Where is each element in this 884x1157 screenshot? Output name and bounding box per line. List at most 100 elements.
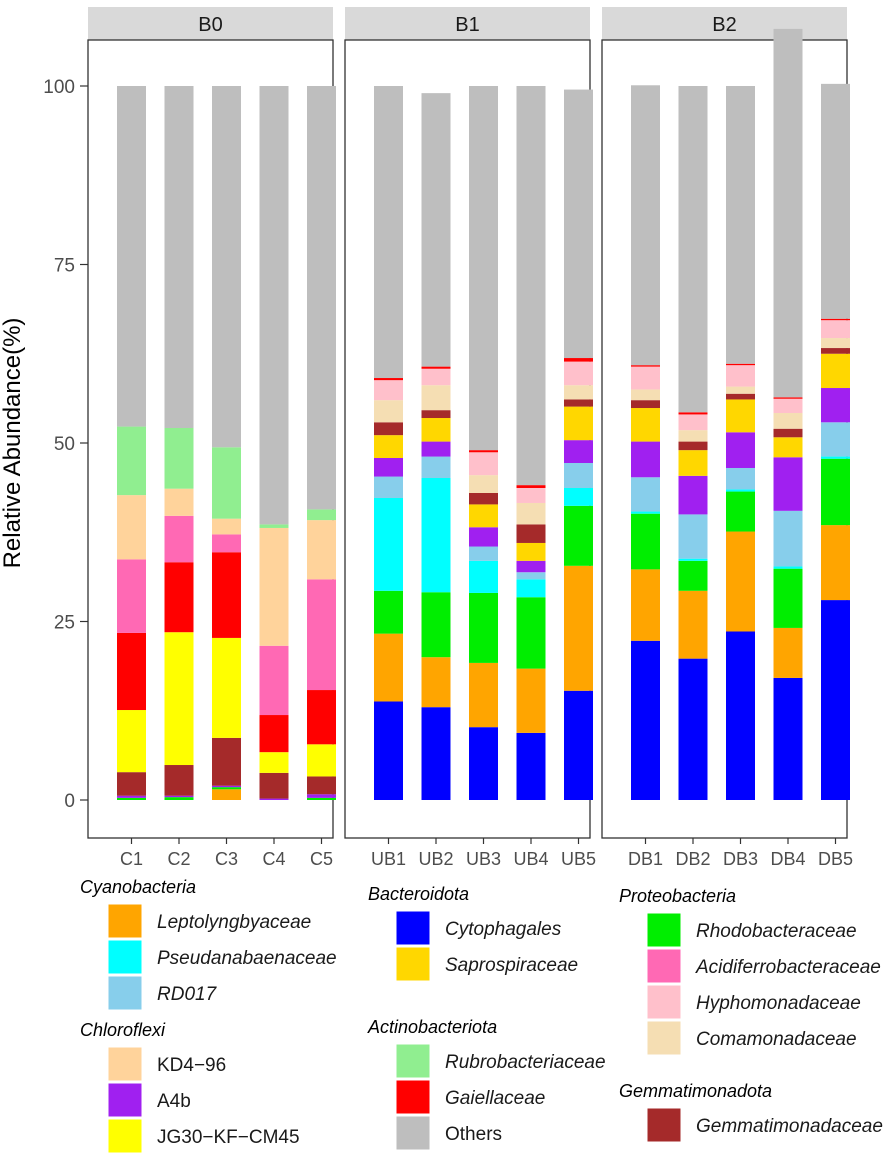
bar-segment: [773, 566, 803, 569]
bar-segment: [821, 83, 850, 319]
bar-segment: [564, 399, 593, 407]
bar-segment: [469, 560, 498, 593]
facet-strip: [602, 7, 847, 40]
bar-segment: [307, 794, 336, 798]
bar-segment: [374, 590, 403, 634]
bar-segment: [421, 477, 451, 593]
bar-segment: [516, 668, 546, 733]
bar-segment: [164, 797, 194, 800]
legend-key: [107, 1046, 143, 1082]
bar-segment: [631, 408, 660, 442]
bar-segment: [469, 450, 498, 453]
bar-segment: [212, 447, 241, 519]
bar-segment: [164, 632, 194, 766]
x-tick-label: UB5: [561, 849, 596, 869]
legend-label: Leptolyngbyaceae: [157, 912, 311, 933]
bar-segment: [821, 458, 850, 526]
bar-segment: [516, 524, 546, 543]
bar-segment: [212, 637, 241, 738]
bar-segment: [773, 627, 803, 678]
x-tick-label: DB4: [770, 849, 805, 869]
bar-segment: [631, 400, 660, 409]
bar-segment: [469, 492, 498, 505]
bar-segment: [516, 86, 546, 486]
bar-segment: [307, 579, 336, 691]
x-tick-label: DB2: [675, 849, 710, 869]
bar-segment: [516, 560, 546, 573]
bar-segment: [117, 632, 146, 711]
bar-segment: [726, 393, 755, 400]
bar-segment: [307, 690, 336, 745]
bar-segment: [117, 495, 146, 560]
bar-segment: [564, 487, 593, 506]
bar-segment: [374, 476, 403, 498]
bar-segment: [631, 365, 660, 367]
bar-segment: [631, 85, 660, 366]
bar-segment: [678, 658, 708, 800]
bar-segment: [564, 565, 593, 691]
bar-segment: [212, 737, 241, 786]
bar-segment: [564, 462, 593, 488]
legend-group-title: Actinobacteriota: [367, 1017, 497, 1037]
bar-segment: [117, 772, 146, 796]
bar-segment: [469, 592, 498, 663]
bar-segment: [726, 365, 755, 387]
legend-key: [395, 946, 431, 982]
bar-segment: [259, 86, 289, 525]
bar-segment: [678, 414, 708, 431]
bar-segment: [259, 752, 289, 773]
bar-segment: [469, 504, 498, 528]
legend-label: Comamonadaceae: [696, 1029, 857, 1050]
bar-segment: [773, 428, 803, 438]
bar-segment: [212, 787, 241, 790]
legend-label: JG30−KF−CM45: [157, 1127, 300, 1148]
bar-segment: [259, 645, 289, 716]
bar-segment: [212, 552, 241, 638]
bar-segment: [469, 727, 498, 800]
bar-segment: [821, 456, 850, 459]
bar-segment: [678, 86, 708, 413]
bar-segment: [773, 457, 803, 511]
x-tick-label: C4: [262, 849, 285, 869]
legend-label: Gemmatimonadaceae: [696, 1116, 883, 1137]
bar-segment: [773, 437, 803, 458]
facet-label: B2: [712, 14, 736, 36]
legend-group-title: Bacteroidota: [368, 884, 469, 904]
x-tick-label: DB5: [818, 849, 853, 869]
legend-label: Pseudanabaenaceae: [157, 948, 337, 969]
bar-segment: [164, 562, 194, 633]
bar-segment: [631, 640, 660, 800]
legend-key: [107, 1118, 143, 1154]
legend-label: Others: [445, 1124, 502, 1145]
x-tick-label: UB2: [418, 849, 453, 869]
bar-segment: [678, 558, 708, 561]
bar-segment: [678, 475, 708, 515]
x-tick-label: C5: [310, 849, 333, 869]
x-tick-label: C2: [167, 849, 190, 869]
bar-segment: [678, 450, 708, 476]
facet-label: B0: [198, 14, 222, 36]
bar-segment: [421, 592, 451, 658]
bar-segment: [421, 441, 451, 457]
bar-segment: [259, 715, 289, 753]
bar-segment: [821, 320, 850, 339]
bar-segment: [516, 487, 546, 503]
bar-segment: [726, 432, 755, 468]
bar-segment: [821, 348, 850, 354]
bar-segment: [678, 514, 708, 559]
legend-key: [395, 910, 431, 946]
bar-segment: [726, 467, 755, 490]
bar-segment: [516, 542, 546, 561]
bar-segment: [374, 422, 403, 436]
legend-label: Rhodobacteraceae: [696, 921, 857, 942]
bar-segment: [374, 633, 403, 702]
bar-segment: [307, 520, 336, 580]
legend-label: Acidiferrobacteraceae: [695, 957, 881, 978]
bar-segment: [678, 441, 708, 451]
bar-segment: [374, 400, 403, 423]
bar-segment: [212, 785, 241, 788]
bar-segment: [773, 28, 803, 398]
legend-label: RD017: [157, 984, 218, 1005]
bar-segment: [421, 385, 451, 411]
